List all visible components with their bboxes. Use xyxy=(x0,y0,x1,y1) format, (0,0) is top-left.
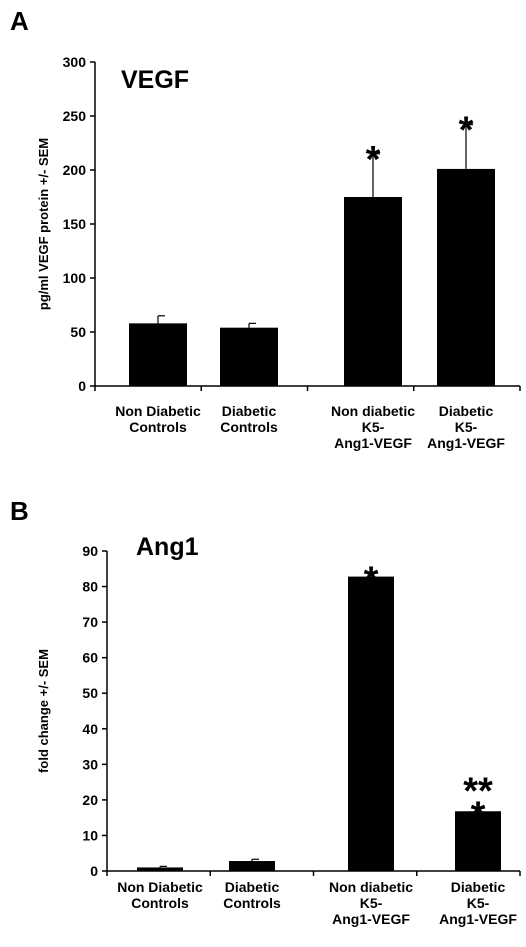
panel-letter: A xyxy=(10,6,29,36)
category-label: Controls xyxy=(223,895,281,911)
y-tick-label: 10 xyxy=(82,827,98,843)
y-tick-label: 20 xyxy=(82,792,98,808)
category-label: Diabetic xyxy=(451,879,506,895)
bar xyxy=(455,811,501,871)
significance-marker: * xyxy=(366,139,381,181)
y-tick-label: 0 xyxy=(78,378,86,394)
category-label: Controls xyxy=(220,419,278,435)
panel-b-ang1-chart: B Ang1 0 10 20 30 40 50 60 70 80 90 fold change +/- … xyxy=(10,496,521,927)
bar xyxy=(348,576,394,871)
category-label: Non diabetic xyxy=(329,879,413,895)
bar xyxy=(437,168,495,386)
y-tick-label: 90 xyxy=(82,543,98,559)
category-label: Controls xyxy=(129,419,187,435)
category-label: Diabetic xyxy=(439,403,494,419)
y-axis-label: pg/ml VEGF protein +/- SEM xyxy=(36,138,51,310)
category-label: K5- xyxy=(455,419,478,435)
y-tick-label: 0 xyxy=(90,863,98,879)
y-tick-label: 30 xyxy=(82,756,98,772)
category-label: Non Diabetic xyxy=(115,403,201,419)
category-label: K5- xyxy=(362,419,385,435)
y-tick-label: 50 xyxy=(70,324,86,340)
category-label: Ang1-VEGF xyxy=(427,435,505,451)
y-tick-label: 50 xyxy=(82,685,98,701)
chart-title: VEGF xyxy=(121,66,189,94)
significance-marker: * xyxy=(471,794,486,836)
y-tick-label: 150 xyxy=(63,216,87,232)
panel-a-vegf-chart: A VEGF 0 50 100 150 200 250 300 pg/ml VEGF protei… xyxy=(10,6,521,451)
category-label: K5- xyxy=(467,895,490,911)
chart-title: Ang1 xyxy=(136,533,199,561)
significance-marker: ** xyxy=(463,770,493,812)
category-label: Non diabetic xyxy=(331,403,415,419)
panel-letter: B xyxy=(10,496,29,526)
y-tick-label: 70 xyxy=(82,614,98,630)
y-tick-label: 100 xyxy=(63,270,87,286)
category-label: Diabetic xyxy=(225,879,280,895)
y-tick-label: 300 xyxy=(63,54,87,70)
bar xyxy=(137,867,183,871)
bar xyxy=(129,323,187,386)
y-tick-label: 200 xyxy=(63,162,87,178)
category-label: Ang1-VEGF xyxy=(332,911,410,927)
y-axis-label: fold change +/- SEM xyxy=(36,649,51,773)
y-tick-label: 60 xyxy=(82,650,98,666)
category-label: Diabetic xyxy=(222,403,277,419)
significance-marker: * xyxy=(364,560,379,602)
bar xyxy=(229,861,275,871)
category-label: Ang1-VEGF xyxy=(334,435,412,451)
y-tick-label: 40 xyxy=(82,721,98,737)
category-label: Controls xyxy=(131,895,189,911)
y-tick-label: 250 xyxy=(63,108,87,124)
significance-marker: * xyxy=(459,110,474,152)
category-label: Ang1-VEGF xyxy=(439,911,517,927)
bar xyxy=(344,197,402,386)
category-label: K5- xyxy=(360,895,383,911)
bar xyxy=(220,327,278,386)
category-label: Non Diabetic xyxy=(117,879,203,895)
y-tick-label: 80 xyxy=(82,579,98,595)
